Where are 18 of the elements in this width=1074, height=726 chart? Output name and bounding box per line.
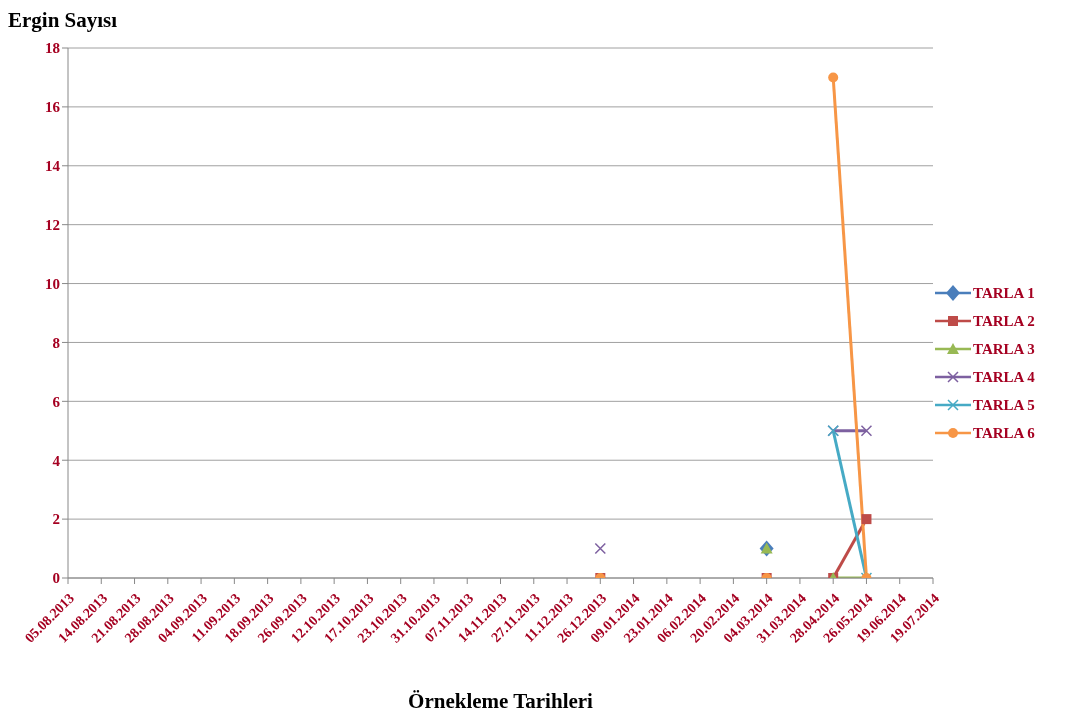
legend-label: TARLA 4 [973, 368, 1035, 386]
legend-label: TARLA 1 [973, 284, 1035, 302]
y-tick-label: 16 [45, 99, 61, 116]
y-axis-title: Ergin Sayısı [8, 8, 118, 33]
y-tick-label: 10 [45, 275, 60, 292]
y-tick-label: 0 [52, 570, 60, 587]
y-tick-label: 8 [52, 334, 60, 351]
legend-label: TARLA 3 [973, 340, 1035, 358]
y-tick-label: 2 [52, 511, 60, 528]
x-axis-title: Örnekleme Tarihleri [408, 689, 594, 713]
y-tick-label: 14 [45, 158, 61, 175]
y-tick-label: 18 [45, 40, 60, 57]
legend-label: TARLA 2 [973, 312, 1035, 330]
legend-label: TARLA 5 [973, 396, 1035, 414]
y-tick-label: 4 [52, 452, 61, 469]
legend-label: TARLA 6 [973, 424, 1035, 442]
y-tick-label: 12 [45, 216, 60, 233]
y-tick-label: 6 [52, 393, 61, 410]
